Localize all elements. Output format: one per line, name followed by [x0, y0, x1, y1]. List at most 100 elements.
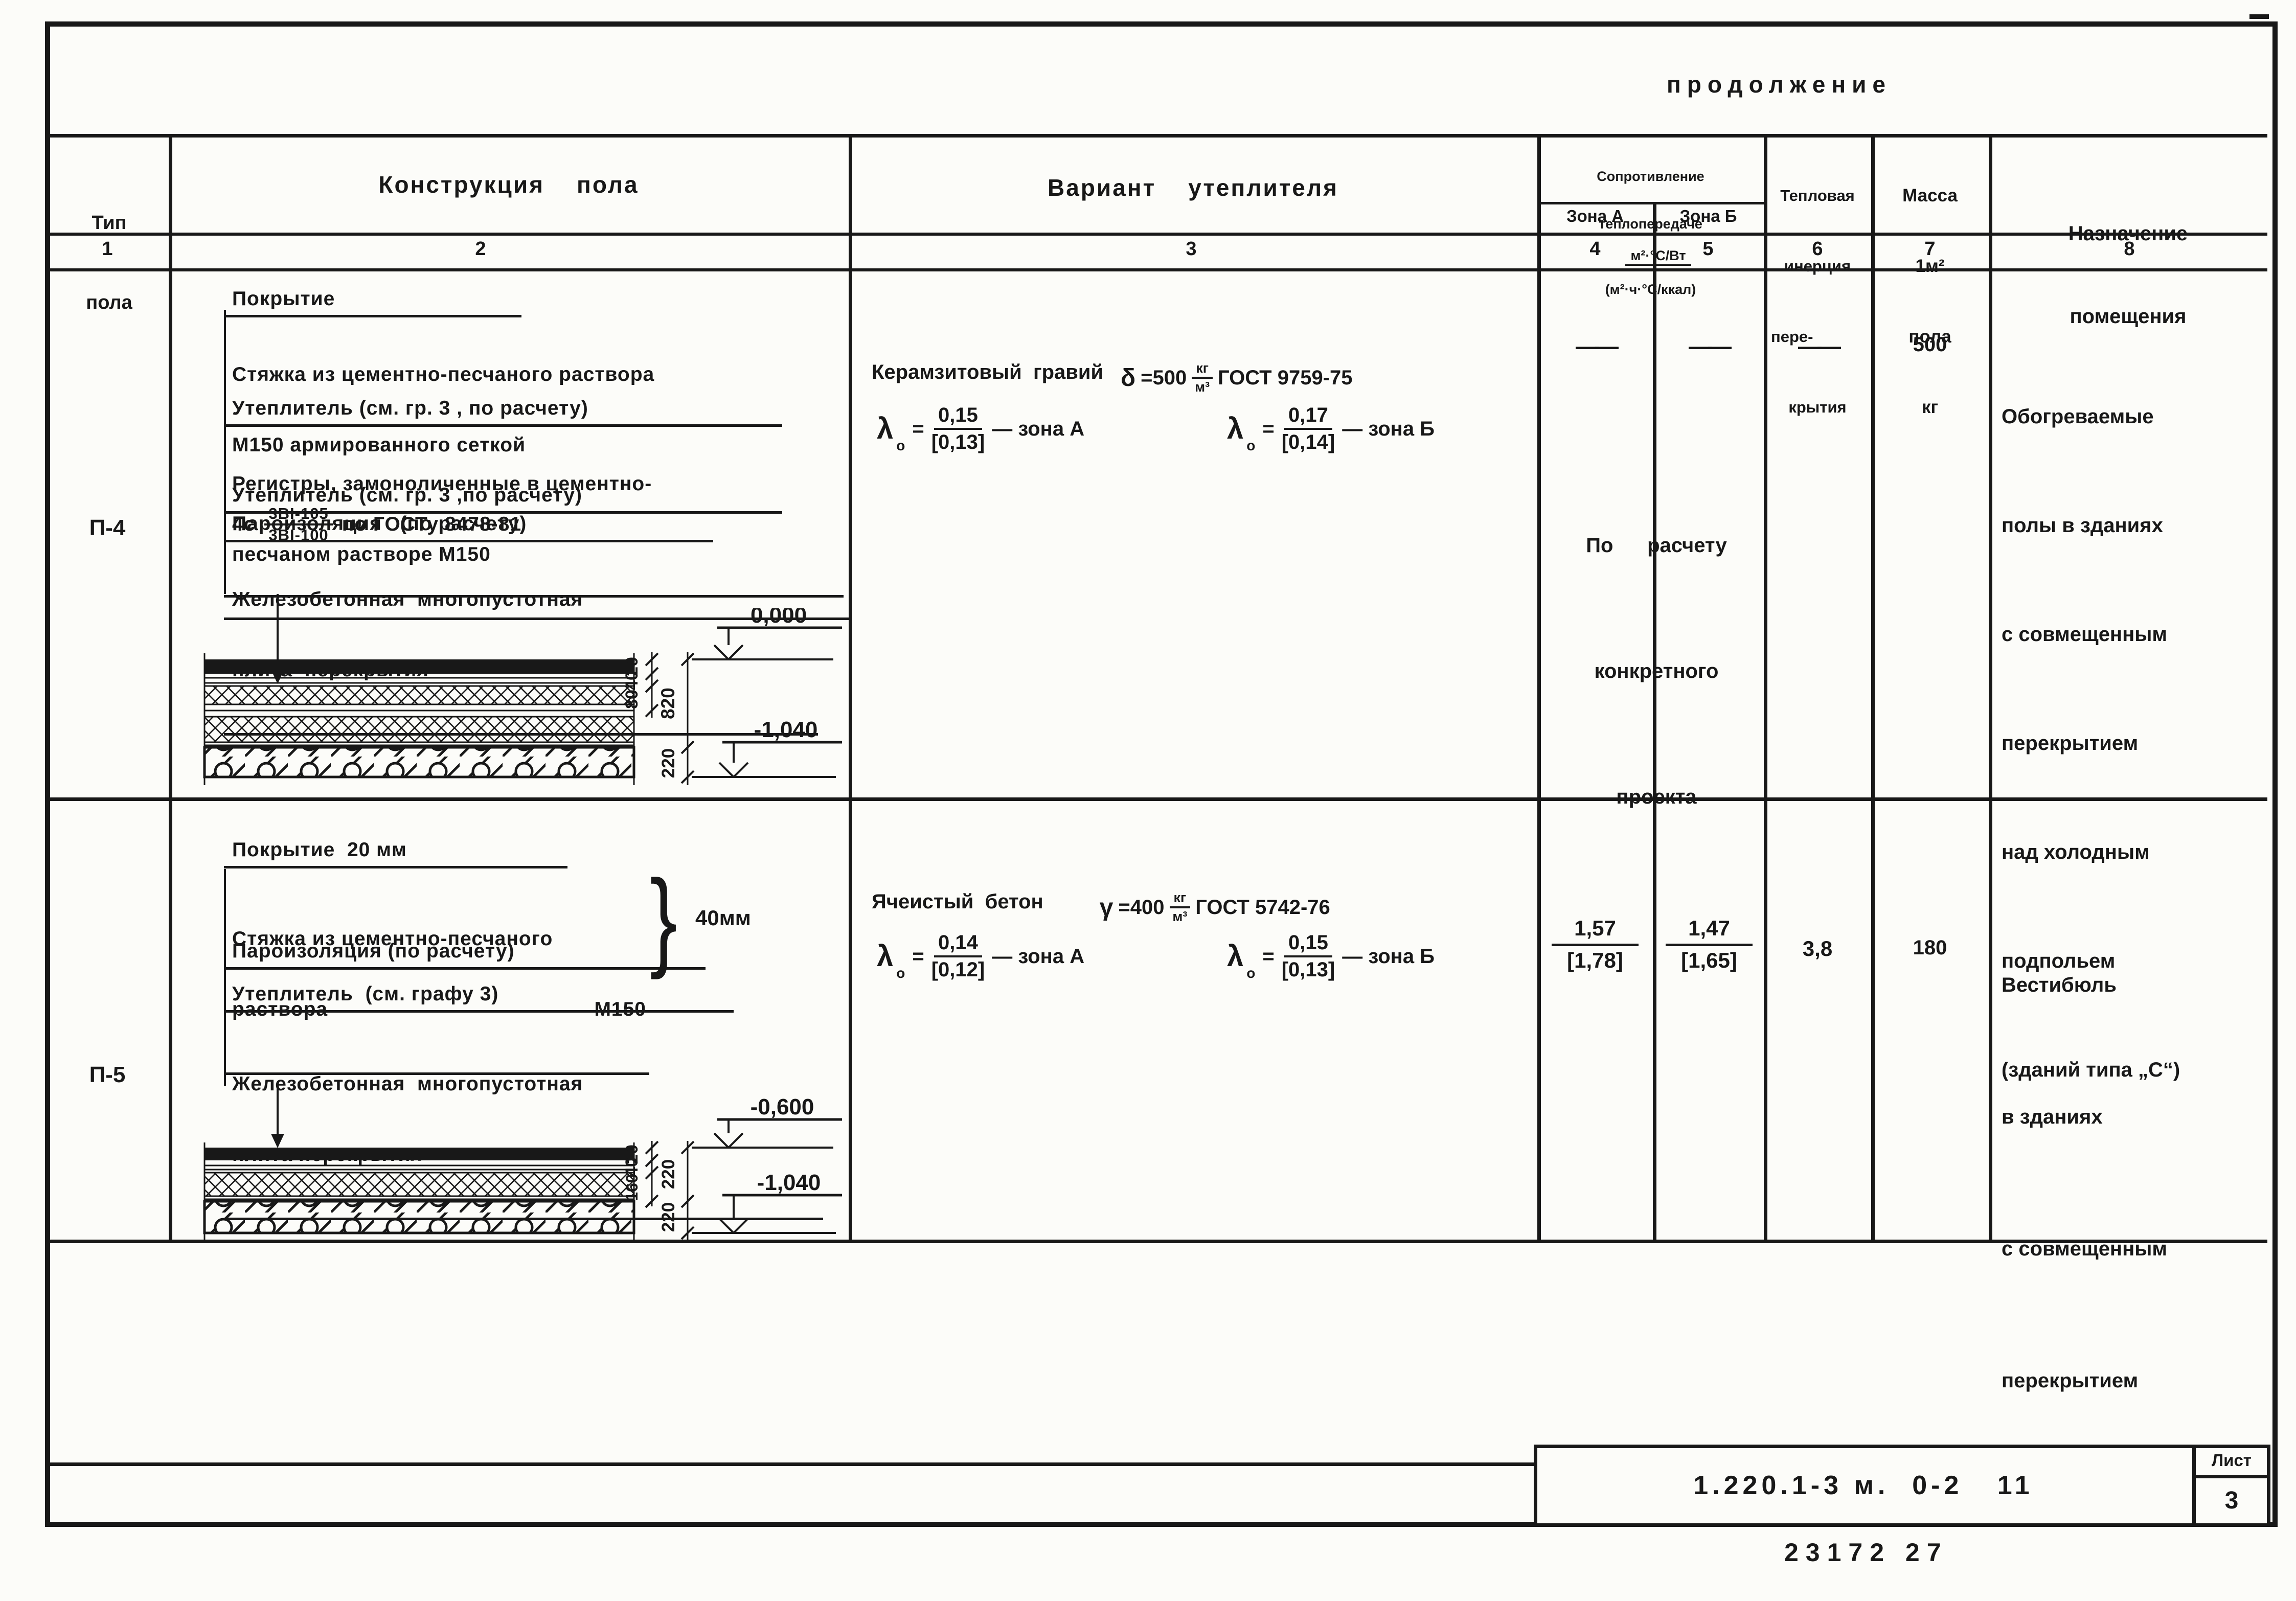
p4-layer-uteplitel-2: Утеплитель (см. гр. 3 ,по расчету): [224, 483, 782, 514]
p5-lambda-a-num: 0,14: [934, 931, 982, 957]
numbering-bottom-line: [50, 268, 2267, 271]
p5-plita-line1: Железобетонная многопустотная: [232, 1073, 583, 1095]
p5-layer-uteplitel: Утеплитель (см. графу 3): [224, 981, 734, 1013]
p4-density-units-den: м³: [1195, 379, 1210, 395]
p4-hollow-slab-layer: [203, 746, 635, 779]
sheet-frame: [45, 21, 2278, 1527]
colnum-1: 1: [102, 238, 113, 260]
p5-insulation-title: Ячеистый бетон γ =400 кг м³ ГОСТ 5742-76: [872, 890, 1330, 924]
p5-density: γ =400 кг м³ ГОСТ 5742-76: [1100, 890, 1330, 924]
p4-registry-line2: песчаном растворе М150: [232, 543, 491, 565]
p4-plita-line1: Железобетонная многопустотная: [232, 588, 583, 610]
p5-resistance-b-den: [1,65]: [1681, 948, 1737, 972]
p5-lambda-a-den: [0,12]: [931, 958, 985, 981]
p4-insulation-layer-2: [203, 716, 635, 743]
p5-purpose-line: с совмещенным: [2002, 1238, 2168, 1260]
continuation-label: продолжение: [1667, 71, 1892, 98]
colnum-7: 7: [1924, 238, 1936, 260]
p4-dim-20: 20: [622, 657, 642, 676]
p4-mass: 500: [1913, 333, 1947, 356]
p5-insulation-name: Ячеистый бетон: [872, 890, 1043, 913]
header-col3: Вариант утеплителя: [1048, 174, 1338, 201]
p5-density-units-den: м³: [1172, 909, 1188, 924]
header-col6-line2: инерция: [1784, 257, 1851, 275]
p5-resistance-zone-a: 1,57 [1,78]: [1552, 916, 1639, 973]
p4-zone-b-dash: ——: [1689, 333, 1732, 359]
p4-dim-820: 820: [657, 688, 678, 719]
header-col7-line2: 1м²: [1915, 256, 1945, 276]
row2-bottom-line: [50, 1240, 2267, 1243]
row-p5-type: П-5: [89, 1062, 126, 1087]
p5-lambda-a-fraction: 0,14 [0,12]: [931, 931, 985, 981]
header-col6: Тепловая инерция пере- крытия: [1764, 137, 1871, 466]
col5-divider: [1764, 134, 1767, 1240]
p4-calc-note-line2: конкретного: [1594, 660, 1719, 682]
p5-resistance-zone-b: 1,47 [1,65]: [1666, 916, 1753, 973]
p4-insulation-name: Керамзитовый гравий: [872, 361, 1104, 383]
p5-styazhka-rastvora: раствора: [232, 998, 328, 1020]
colnum-5: 5: [1702, 238, 1714, 260]
colnum-8: 8: [2124, 238, 2135, 260]
p4-purpose-line: полы в зданиях: [2002, 514, 2163, 537]
header-resistance-line1: Сопротивление: [1597, 169, 1704, 184]
table-bottom-line: [50, 1462, 2267, 1466]
p4-dim-40: 40: [622, 671, 642, 690]
p4-leader-line: [224, 310, 226, 594]
p5-layer-styazhka: Стяжка из цементно-песчаного раствора М1…: [224, 879, 649, 1075]
p5-dim-220-slab: 220: [658, 1202, 678, 1232]
title-block-list-divider: [2192, 1475, 2270, 1478]
p4-elevation-bottom: -1,040: [754, 717, 818, 742]
colnum-3: 3: [1186, 238, 1197, 260]
p4-dim-80: 80: [622, 690, 642, 709]
p4-layer-registry: Регистры, замоноличенные в цементно- пес…: [224, 424, 849, 620]
p5-styazhka-mark: М150: [594, 998, 646, 1020]
p4-density: δ =500 кг м³ ГОСТ 9759-75: [1121, 361, 1352, 395]
p5-density-units-num: кг: [1169, 890, 1191, 908]
zone-ab-divider: [1653, 202, 1656, 1240]
equals-sign: =: [912, 417, 924, 440]
p5-insulation-layer: [203, 1172, 635, 1197]
lambda-symbol: λ: [1227, 412, 1244, 445]
p5-density-units: кг м³: [1169, 890, 1191, 924]
lambda-symbol: λ: [877, 412, 894, 445]
p4-layer-paroizolyaciya: Пароизоляция (по расчету): [224, 511, 713, 542]
header-col1-line2: пола: [86, 292, 132, 313]
p5-styazhka-line2: раствора М150: [232, 998, 646, 1021]
p4-purpose-line: перекрытием: [2002, 732, 2139, 754]
p4-purpose-line: с совмещенным: [2002, 623, 2168, 646]
header-col7: Масса 1м² пола кг: [1871, 137, 1989, 466]
p4-section-diagram: 20 40 80 820 220 0,000 -1,040: [203, 608, 842, 785]
header-resistance: Сопротивление теплопередаче м²·°С/Вт (м²…: [1540, 137, 1761, 329]
header-col2: Конструкция пола: [378, 171, 639, 198]
p5-dim-40: 40: [622, 1157, 642, 1177]
p4-dim-220: 220: [658, 748, 678, 778]
p4-spec-prefix: 4с: [232, 513, 256, 535]
title-block-list-number: 3: [2224, 1487, 2239, 1514]
p5-density-symbol: γ: [1099, 894, 1113, 921]
zone-divider-line: [1537, 202, 1764, 204]
title-block-divider: [2192, 1445, 2196, 1527]
p4-density-units: кг м³: [1192, 361, 1213, 395]
p5-inertia: 3,8: [1802, 936, 1833, 960]
p5-purpose-line: в зданиях: [2002, 1106, 2103, 1128]
title-block-document-code: 1.220.1-3 м. 0-2 11: [1693, 1471, 2034, 1500]
p5-styazhka-line1: Стяжка из цементно-песчаного: [232, 928, 553, 950]
header-resistance-units-alt: (м²·ч·°С/ккал): [1605, 282, 1696, 297]
colnum-4: 4: [1589, 238, 1601, 260]
p4-spec-gost: по ГОСТу 8478-81: [342, 513, 522, 535]
header-col6-line3: пере-: [1771, 328, 1813, 346]
p5-dim-20: 20: [622, 1145, 642, 1164]
p5-brace: }: [649, 857, 677, 980]
p5-lambda-b-zone: — зона Б: [1342, 945, 1435, 968]
lambda-subscript: о: [1246, 438, 1256, 453]
p4-inertia-dash: ——: [1798, 333, 1841, 359]
p4-lambda-a-num: 0,15: [934, 404, 982, 430]
equals-sign: =: [912, 945, 924, 968]
p5-elevation-bottom: -1,040: [757, 1170, 821, 1195]
p4-screed-layer: [204, 659, 634, 674]
col7-divider: [1989, 134, 1992, 1240]
p5-leader-arrow: [271, 1086, 284, 1148]
p4-density-symbol: δ: [1121, 364, 1136, 392]
